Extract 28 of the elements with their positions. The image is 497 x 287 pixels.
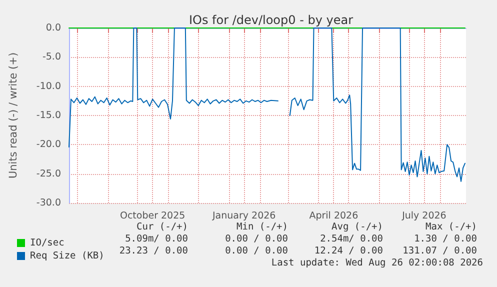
y-tick-label: 0.0: [46, 22, 61, 34]
legend-label: Req Size (KB): [30, 250, 104, 262]
y-axis-title: Units read (-) / write (+): [8, 52, 20, 179]
text: Min (-/+): [236, 222, 288, 232]
y-tick-label: -10.0: [36, 80, 61, 92]
x-tick-label: July 2026: [401, 210, 446, 222]
y-tick-label: -5.0: [42, 52, 61, 63]
text: Avg (-/+): [332, 222, 383, 232]
y-tick-label: -25.0: [36, 168, 61, 180]
text: 2.54m/ 0.00: [320, 234, 384, 244]
legend-label: IO/sec: [30, 238, 64, 248]
y-tick-label: -15.0: [36, 110, 61, 121]
text: 12.24 / 0.00: [314, 246, 384, 256]
text: 0.00 / 0.00: [225, 234, 288, 244]
y-tick-label: -30.0: [36, 198, 61, 208]
text: 1.30 / 0.00: [414, 234, 478, 244]
x-tick-label: January 2026: [212, 210, 276, 222]
text: 5.09m/ 0.00: [125, 234, 188, 244]
text: Cur (-/+): [136, 222, 188, 232]
text: 23.23 / 0.00: [119, 246, 188, 256]
x-tick-label: April 2026: [309, 210, 358, 222]
text: Max (-/+): [426, 222, 477, 232]
text: 0.00 / 0.00: [225, 246, 288, 256]
x-tick-label: October 2025: [120, 210, 186, 222]
chart-title: IOs for /dev/loop0 - by year: [188, 13, 354, 27]
text: Last update: Wed Aug 26 02:00:08 2026: [271, 258, 484, 268]
y-tick-label: -20.0: [36, 139, 61, 150]
text: 131.07 / 0.00: [402, 246, 478, 256]
